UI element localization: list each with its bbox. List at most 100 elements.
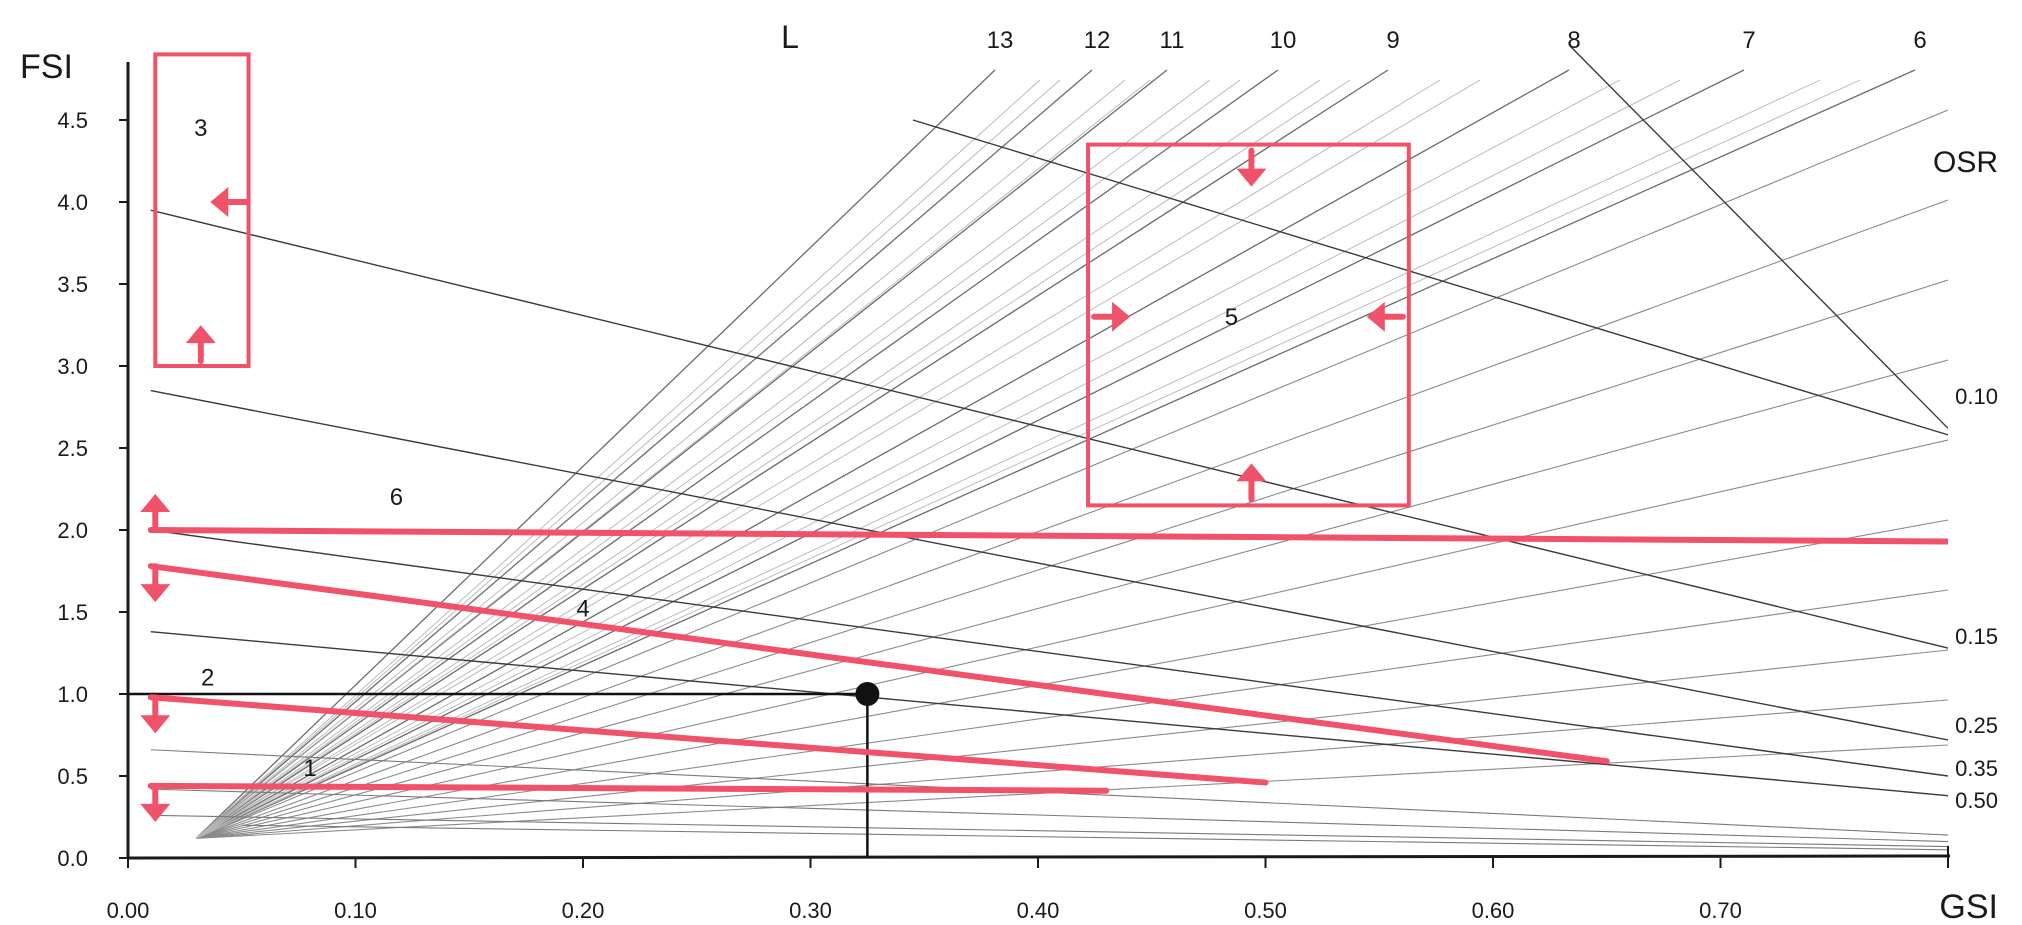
- zone-3-arrow-left: [210, 187, 250, 217]
- l-label-7: 7: [1742, 27, 1755, 54]
- osr-label-0.35: 0.35: [1955, 756, 1998, 781]
- l-line-minor: [196, 79, 1861, 839]
- zone-3-arrow-up: [185, 325, 216, 365]
- zone-3-arrow-up-head: [185, 325, 216, 344]
- osr-title: OSR: [1933, 146, 1998, 179]
- l-line-13: [195, 69, 996, 839]
- x-axis: [127, 854, 1951, 860]
- zone-lines-group: [128, 52, 1948, 858]
- x-tick-label: 0.10: [334, 898, 377, 923]
- osr-label-0.15: 0.15: [1955, 624, 1998, 649]
- x-tick-label: 0.70: [1699, 898, 1742, 923]
- l-label-11: 11: [1160, 27, 1185, 54]
- osr-line-0.25: [150, 389, 1948, 741]
- y-tick-label: 3.0: [57, 354, 88, 379]
- l-line-minor: [195, 79, 1151, 839]
- osr-lines-group: [150, 45, 1948, 851]
- l-line-minor: [196, 79, 1441, 839]
- zone-5-arrow-right: [1091, 301, 1131, 332]
- zone-1-arrow-down-head: [140, 803, 171, 822]
- osr-line-0.15: [150, 209, 1948, 649]
- y-tick-label: 4.5: [57, 108, 88, 133]
- l-label-10: 10: [1270, 27, 1297, 54]
- zone-6-arrow-up-head: [140, 494, 171, 512]
- x-tick-label: 0.50: [1244, 898, 1287, 923]
- l-line-12: [195, 69, 1093, 839]
- osr-line-minor: [150, 788, 1948, 843]
- y-tick-label: 1.5: [57, 600, 88, 625]
- zone-label-6: 6: [390, 484, 403, 511]
- l-label-12: 12: [1084, 27, 1111, 54]
- zone-5-arrow-down: [1236, 147, 1267, 187]
- l-label-6: 6: [1913, 27, 1926, 54]
- x-tick-label: 0.60: [1472, 898, 1515, 923]
- zone-line-4: [147, 563, 1610, 765]
- zone-line-6: [147, 527, 1948, 545]
- l-line-minor: [195, 79, 1321, 839]
- x-tick-label: 0.20: [562, 898, 605, 923]
- zone-3-arrow-left-head: [210, 187, 229, 217]
- zone-4-arrow-down-head: [140, 584, 171, 603]
- zone-line-2: [147, 694, 1269, 786]
- l-line-minor: [196, 79, 1351, 839]
- zone-label-3: 3: [194, 115, 207, 142]
- zone-label-2: 2: [201, 665, 214, 692]
- zone-line-1: [147, 782, 1110, 794]
- zone-6-arrow-up: [140, 494, 171, 533]
- osr-line-0.50: [150, 630, 1948, 797]
- l-line-extra: [196, 359, 1948, 839]
- l-line-minor: [196, 79, 1621, 839]
- zone-label-1: 1: [303, 755, 316, 782]
- zone-label-5: 5: [1225, 304, 1238, 331]
- marked-point: [855, 682, 880, 706]
- l-line-extra: [196, 589, 1948, 839]
- l-line-minor: [195, 79, 1041, 839]
- y-tick-label: 2.5: [57, 436, 88, 461]
- l-label-9: 9: [1386, 27, 1399, 54]
- l-line-extra: [196, 649, 1948, 839]
- l-label-13: 13: [987, 27, 1014, 54]
- envelope-line: [1569, 45, 1948, 429]
- zone-2-arrow-down-head: [140, 715, 171, 734]
- x-tick-label: 0.40: [1017, 898, 1060, 923]
- zone-2-arrow-down: [140, 694, 171, 734]
- y-axis-title: FSI: [20, 48, 73, 86]
- y-tick-label: 0.0: [57, 846, 88, 871]
- labels-group: 13 12 11 10 9 8 7 6LOSR0.100.150.250.350.506421…: [194, 19, 1998, 813]
- osr-label-0.50: 0.50: [1955, 788, 1998, 813]
- l-line-6: [195, 69, 1916, 839]
- y-tick-label: 3.5: [57, 272, 88, 297]
- y-tick-label: 2.0: [57, 518, 88, 543]
- zone-1-arrow-down: [140, 782, 171, 822]
- l-line-minor: [196, 79, 1481, 839]
- zone-4-arrow-down: [140, 563, 171, 603]
- l-title: L: [781, 19, 799, 55]
- l-line-minor: [196, 79, 1821, 839]
- zone-label-4: 4: [576, 596, 589, 623]
- zone-box-5: [1086, 142, 1411, 508]
- l-line-8: [195, 69, 1570, 839]
- osr-line-minor: [150, 814, 1948, 848]
- l-line-9: [195, 69, 1389, 839]
- l-line-7: [195, 69, 1745, 839]
- y-tick-label: 1.0: [57, 682, 88, 707]
- l-line-extra: [196, 109, 1948, 839]
- l-line-extra: [196, 199, 1948, 839]
- axes-group: 0.0 0.5 1.0 1.5 2.0 2.5 3.0 3.5 4.0 4.5 0.00 0.10 0.…: [20, 48, 1998, 925]
- y-tick-label: 4.0: [57, 190, 88, 215]
- zone-box-3: [153, 52, 251, 369]
- l-line-extra: [196, 439, 1948, 839]
- osr-line-0.10: [912, 119, 1948, 436]
- zone-5-arrow-up: [1236, 463, 1267, 503]
- x-axis-title: GSI: [1939, 888, 1998, 925]
- osr-line-minor: [241, 824, 1948, 851]
- zone-5-arrow-left-head: [1366, 301, 1385, 332]
- zone-5-arrow-right-head: [1112, 301, 1131, 332]
- l-line-10: [195, 69, 1279, 839]
- x-tick-label: 0.30: [789, 898, 832, 923]
- osr-label-0.25: 0.25: [1955, 713, 1998, 738]
- y-tick-label: 0.5: [57, 764, 88, 789]
- zone-5-arrow-down-head: [1236, 168, 1267, 187]
- l-line-minor: [195, 79, 1126, 839]
